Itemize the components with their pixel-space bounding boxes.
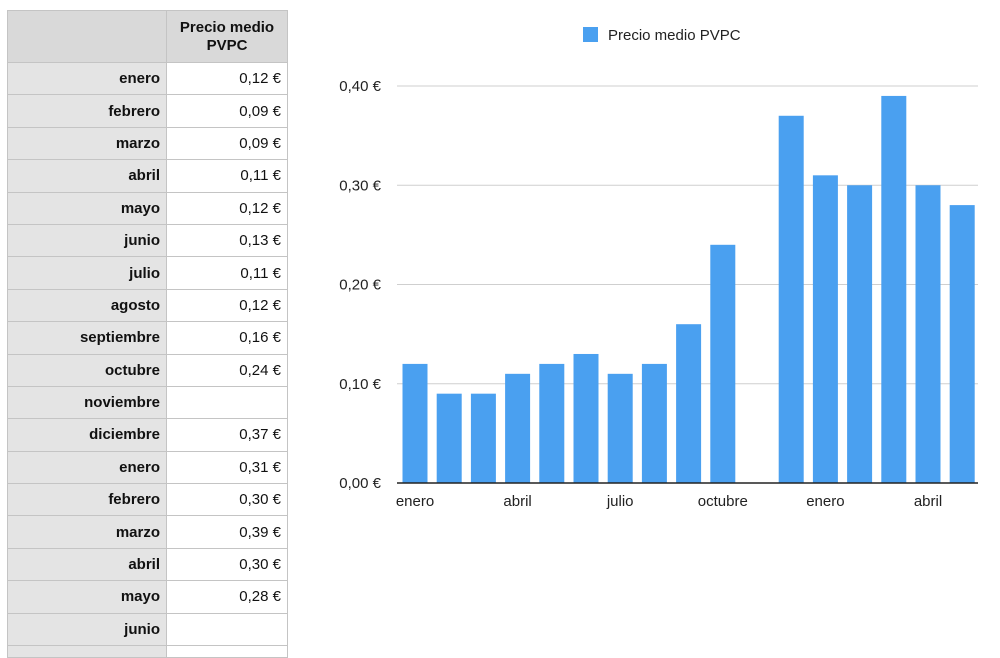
row-label: mayo xyxy=(7,580,167,614)
table-row-partial xyxy=(7,645,288,658)
row-value[interactable] xyxy=(166,385,288,420)
x-tick-label: julio xyxy=(606,493,634,510)
table-row: marzo 0,39 € xyxy=(7,515,288,549)
legend-label: Precio medio PVPC xyxy=(608,27,741,44)
row-label: febrero xyxy=(7,483,167,517)
bar xyxy=(710,244,736,483)
row-value[interactable]: 0,31 € xyxy=(166,450,288,485)
bar xyxy=(402,363,428,483)
row-value[interactable] xyxy=(166,645,288,658)
table-row: junio xyxy=(7,612,288,647)
row-value[interactable]: 0,12 € xyxy=(166,191,288,225)
row-label: junio xyxy=(7,612,167,647)
row-label: enero xyxy=(7,61,167,96)
row-label: agosto xyxy=(7,288,167,323)
table-row: junio 0,13 € xyxy=(7,223,288,258)
row-value[interactable]: 0,37 € xyxy=(166,418,288,452)
bar xyxy=(949,205,975,483)
table-row: enero 0,12 € xyxy=(7,61,288,96)
table-row: mayo 0,28 € xyxy=(7,580,288,614)
data-table: Precio medio PVPC enero 0,12 € febrero 0,09… xyxy=(7,10,288,658)
legend-swatch xyxy=(583,27,598,42)
bar xyxy=(778,115,804,484)
row-label: septiembre xyxy=(7,321,167,355)
row-label: octubre xyxy=(7,353,167,387)
row-label: julio xyxy=(7,256,167,290)
row-label: marzo xyxy=(7,515,167,549)
row-value[interactable]: 0,30 € xyxy=(166,547,288,582)
row-value[interactable]: 0,12 € xyxy=(166,61,288,96)
row-label: abril xyxy=(7,547,167,582)
row-value[interactable]: 0,28 € xyxy=(166,580,288,614)
bar xyxy=(847,185,873,483)
x-tick-label: enero xyxy=(396,493,434,510)
row-label: abril xyxy=(7,159,167,193)
table-row: abril 0,30 € xyxy=(7,547,288,582)
bar xyxy=(470,393,496,483)
y-tick-label: 0,10 € xyxy=(339,376,381,393)
table-row: febrero 0,09 € xyxy=(7,94,288,128)
row-label: junio xyxy=(7,223,167,258)
bar xyxy=(915,185,941,483)
y-tick-label: 0,30 € xyxy=(339,177,381,194)
table-row: julio 0,11 € xyxy=(7,256,288,290)
y-tick-label: 0,20 € xyxy=(339,277,381,294)
row-value[interactable]: 0,13 € xyxy=(166,223,288,258)
row-value[interactable]: 0,11 € xyxy=(166,256,288,290)
table-row: mayo 0,12 € xyxy=(7,191,288,225)
row-label: mayo xyxy=(7,191,167,225)
y-tick-label: 0,40 € xyxy=(339,78,381,95)
row-value[interactable]: 0,09 € xyxy=(166,126,288,161)
bar xyxy=(505,373,531,483)
column-header: Precio medio PVPC xyxy=(166,10,288,63)
row-value[interactable] xyxy=(166,612,288,647)
bar xyxy=(881,95,907,484)
table-corner-cell xyxy=(7,10,167,63)
row-label: diciembre xyxy=(7,418,167,452)
x-tick-label: abril xyxy=(914,493,942,510)
y-tick-label: 0,00 € xyxy=(339,475,381,492)
row-value[interactable]: 0,12 € xyxy=(166,288,288,323)
bar-chart: Precio medio PVPC 0,00 € 0,10 € 0,20 € 0,30 … xyxy=(339,27,978,510)
bar xyxy=(607,373,633,483)
table-row: septiembre 0,16 € xyxy=(7,321,288,355)
row-value[interactable]: 0,30 € xyxy=(166,483,288,517)
row-label: enero xyxy=(7,450,167,485)
row-label: marzo xyxy=(7,126,167,161)
table-row: noviembre xyxy=(7,385,288,420)
row-value[interactable]: 0,11 € xyxy=(166,159,288,193)
row-label xyxy=(7,645,167,658)
bar xyxy=(641,363,667,483)
table-row: marzo 0,09 € xyxy=(7,126,288,161)
table-row: enero 0,31 € xyxy=(7,450,288,485)
row-value[interactable]: 0,24 € xyxy=(166,353,288,387)
table-row: febrero 0,30 € xyxy=(7,483,288,517)
x-tick-label: enero xyxy=(806,493,844,510)
row-value[interactable]: 0,09 € xyxy=(166,94,288,128)
bar xyxy=(539,363,565,483)
bar xyxy=(812,175,838,483)
row-label: noviembre xyxy=(7,385,167,420)
x-tick-label: abril xyxy=(503,493,531,510)
bar xyxy=(676,324,702,483)
table-row: agosto 0,12 € xyxy=(7,288,288,323)
table-row: diciembre 0,37 € xyxy=(7,418,288,452)
row-value[interactable]: 0,39 € xyxy=(166,515,288,549)
x-tick-label: octubre xyxy=(698,493,748,510)
bar xyxy=(436,393,462,483)
row-value[interactable]: 0,16 € xyxy=(166,321,288,355)
row-label: febrero xyxy=(7,94,167,128)
bar xyxy=(573,353,599,483)
table-row: octubre 0,24 € xyxy=(7,353,288,387)
table-row: abril 0,11 € xyxy=(7,159,288,193)
